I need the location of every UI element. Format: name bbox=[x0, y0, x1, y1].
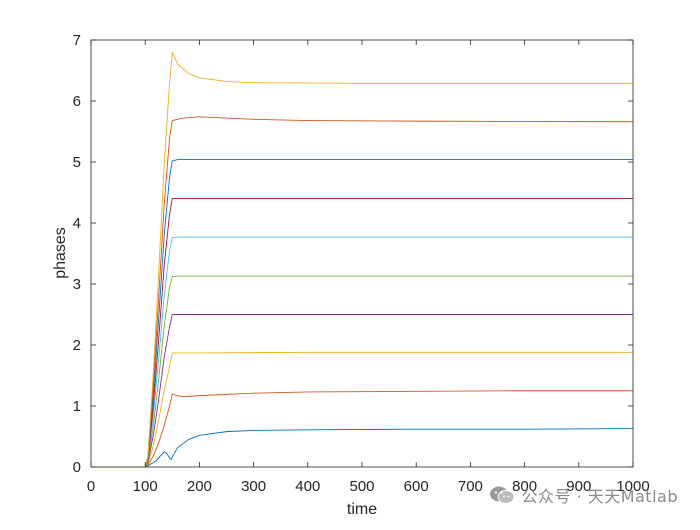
x-tick-label: 700 bbox=[458, 478, 483, 495]
y-tick-label: 4 bbox=[73, 215, 81, 232]
x-axis-ticks: 0 100 200 300 400 500 600 700 800 900 1000 bbox=[87, 40, 650, 495]
watermark-text: 公众号 · 天天Matlab bbox=[521, 487, 678, 506]
plot-area-background bbox=[91, 40, 633, 467]
watermark: 公众号 · 天天Matlab bbox=[489, 483, 678, 507]
x-tick-label: 200 bbox=[187, 478, 212, 495]
x-tick-label: 800 bbox=[512, 478, 537, 495]
x-tick-label: 1000 bbox=[616, 478, 649, 495]
x-tick-label: 600 bbox=[404, 478, 429, 495]
series-line-2 bbox=[91, 390, 633, 468]
x-tick-label: 500 bbox=[349, 478, 374, 495]
y-tick-label: 7 bbox=[73, 32, 81, 49]
x-tick-label: 400 bbox=[295, 478, 320, 495]
series-layer bbox=[91, 51, 634, 468]
x-tick-label: 0 bbox=[87, 478, 95, 495]
y-tick-label: 2 bbox=[73, 337, 81, 354]
y-tick-label: 0 bbox=[73, 459, 81, 476]
y-tick-label: 1 bbox=[73, 398, 81, 415]
y-tick-label: 5 bbox=[73, 154, 81, 171]
wechat-icon bbox=[490, 486, 515, 504]
y-tick-label: 3 bbox=[73, 276, 81, 293]
y-axis-label: phases bbox=[52, 227, 69, 279]
series-line-10 bbox=[91, 51, 633, 468]
series-line-3 bbox=[91, 351, 633, 468]
x-axis-label: time bbox=[347, 501, 377, 518]
x-tick-label: 300 bbox=[241, 478, 266, 495]
y-tick-label: 6 bbox=[73, 93, 81, 110]
series-line-1 bbox=[91, 428, 634, 468]
y-axis-ticks: 0 1 2 3 4 5 6 7 bbox=[73, 32, 633, 476]
x-tick-label: 900 bbox=[566, 478, 591, 495]
x-tick-label: 100 bbox=[133, 478, 158, 495]
